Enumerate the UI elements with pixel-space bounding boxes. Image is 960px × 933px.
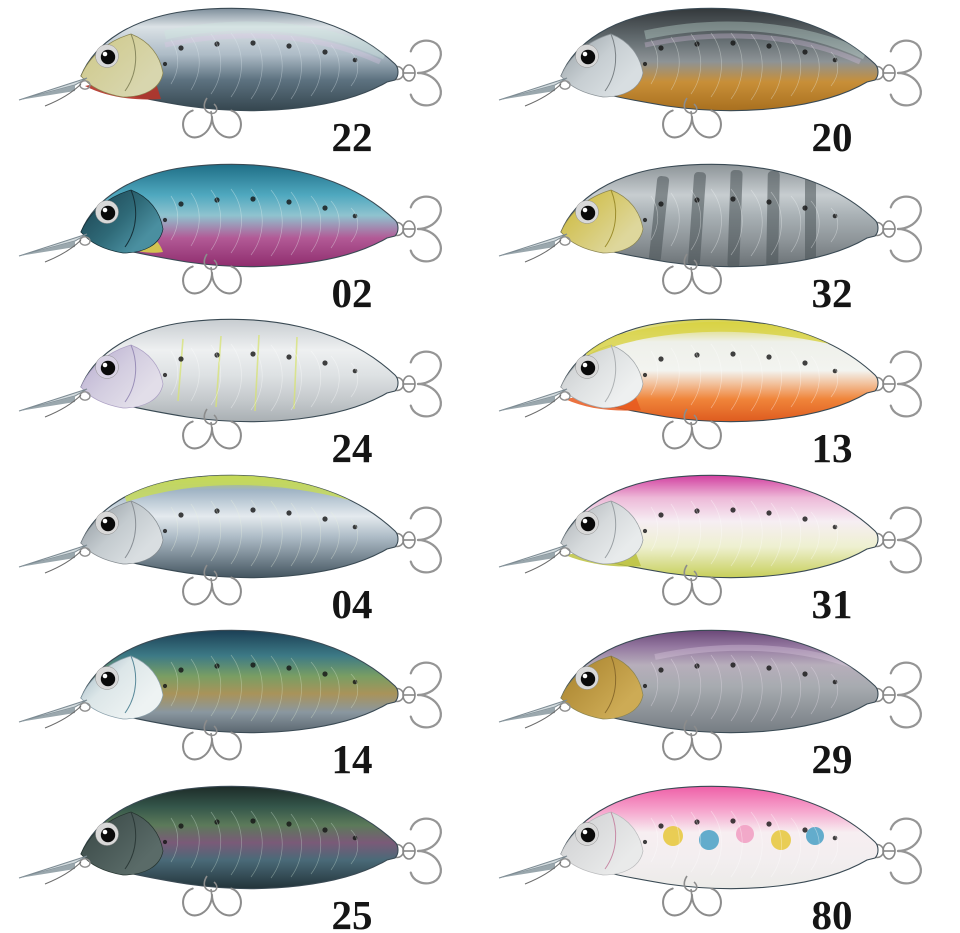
- svg-text:20: 20: [812, 114, 853, 160]
- svg-text:29: 29: [812, 736, 853, 782]
- svg-text:22: 22: [332, 114, 373, 160]
- svg-text:04: 04: [332, 581, 373, 627]
- svg-text:32: 32: [812, 270, 853, 316]
- svg-text:02: 02: [332, 270, 373, 316]
- svg-text:24: 24: [332, 425, 373, 471]
- svg-text:80: 80: [812, 892, 853, 933]
- svg-text:25: 25: [332, 892, 373, 933]
- svg-text:13: 13: [812, 425, 853, 471]
- svg-text:14: 14: [332, 736, 373, 782]
- svg-text:31: 31: [812, 581, 853, 627]
